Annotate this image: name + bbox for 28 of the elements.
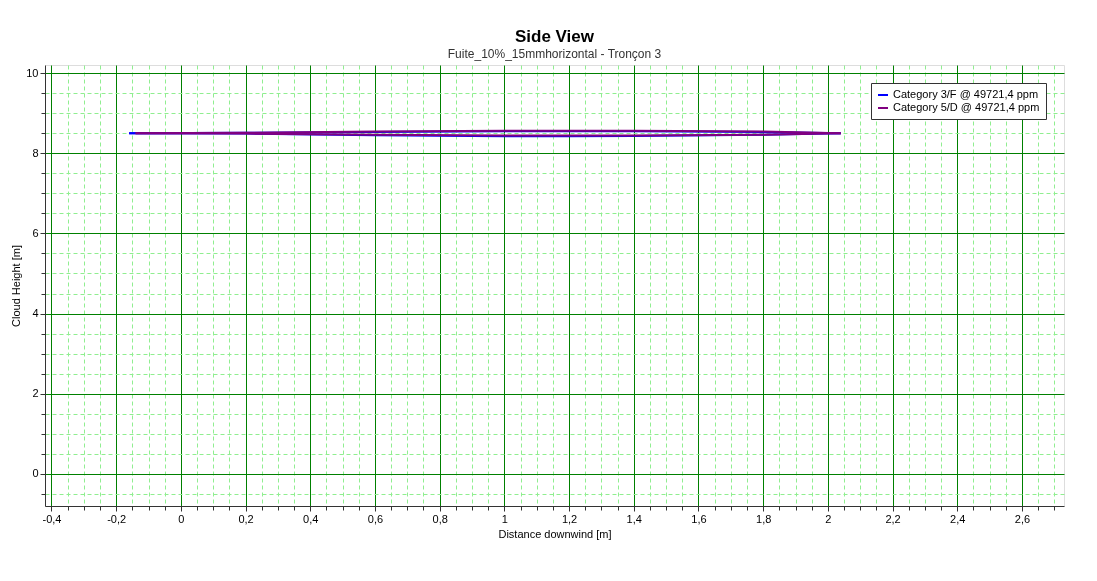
chart-subtitle: Fuite_10%_15mmhorizontal - Tronçon 3: [447, 47, 662, 61]
x-tick-label: -0,2: [107, 512, 127, 525]
x-tick-label: 0,6: [367, 512, 384, 525]
y-tick-label: 0: [32, 467, 39, 480]
y-tick-label: 10: [26, 66, 39, 79]
legend-label: Category 3/F @ 49721,4 ppm: [893, 88, 1039, 100]
x-tick-label: 1,4: [626, 512, 642, 525]
x-tick-label: 2: [825, 512, 832, 525]
x-axis-title: Distance downwind [m]: [498, 527, 612, 540]
y-tick-label: 8: [32, 146, 39, 159]
y-tick-label: 4: [32, 307, 39, 320]
y-tick-label: 2: [32, 387, 39, 400]
x-tick-label: 1: [501, 512, 508, 525]
x-tick-label: 0,2: [238, 512, 254, 525]
x-tick-label: -0,4: [42, 512, 62, 525]
legend-label: Category 5/D @ 49721,4 ppm: [893, 101, 1040, 113]
y-tick-label: 6: [32, 226, 39, 239]
x-tick-label: 1,8: [756, 512, 772, 525]
x-tick-label: 2,6: [1014, 512, 1031, 525]
x-tick-label: 1,2: [561, 512, 578, 525]
x-tick-label: 2,4: [950, 512, 966, 525]
x-tick-label: 0: [178, 512, 185, 525]
y-axis-title: Cloud Height [m]: [10, 245, 23, 327]
x-tick-label: 0,4: [303, 512, 319, 525]
x-tick-label: 0,8: [432, 512, 448, 525]
chart-title: Side View: [514, 27, 595, 46]
x-tick-label: 2,2: [885, 512, 901, 525]
x-tick-label: 1,6: [691, 512, 707, 525]
